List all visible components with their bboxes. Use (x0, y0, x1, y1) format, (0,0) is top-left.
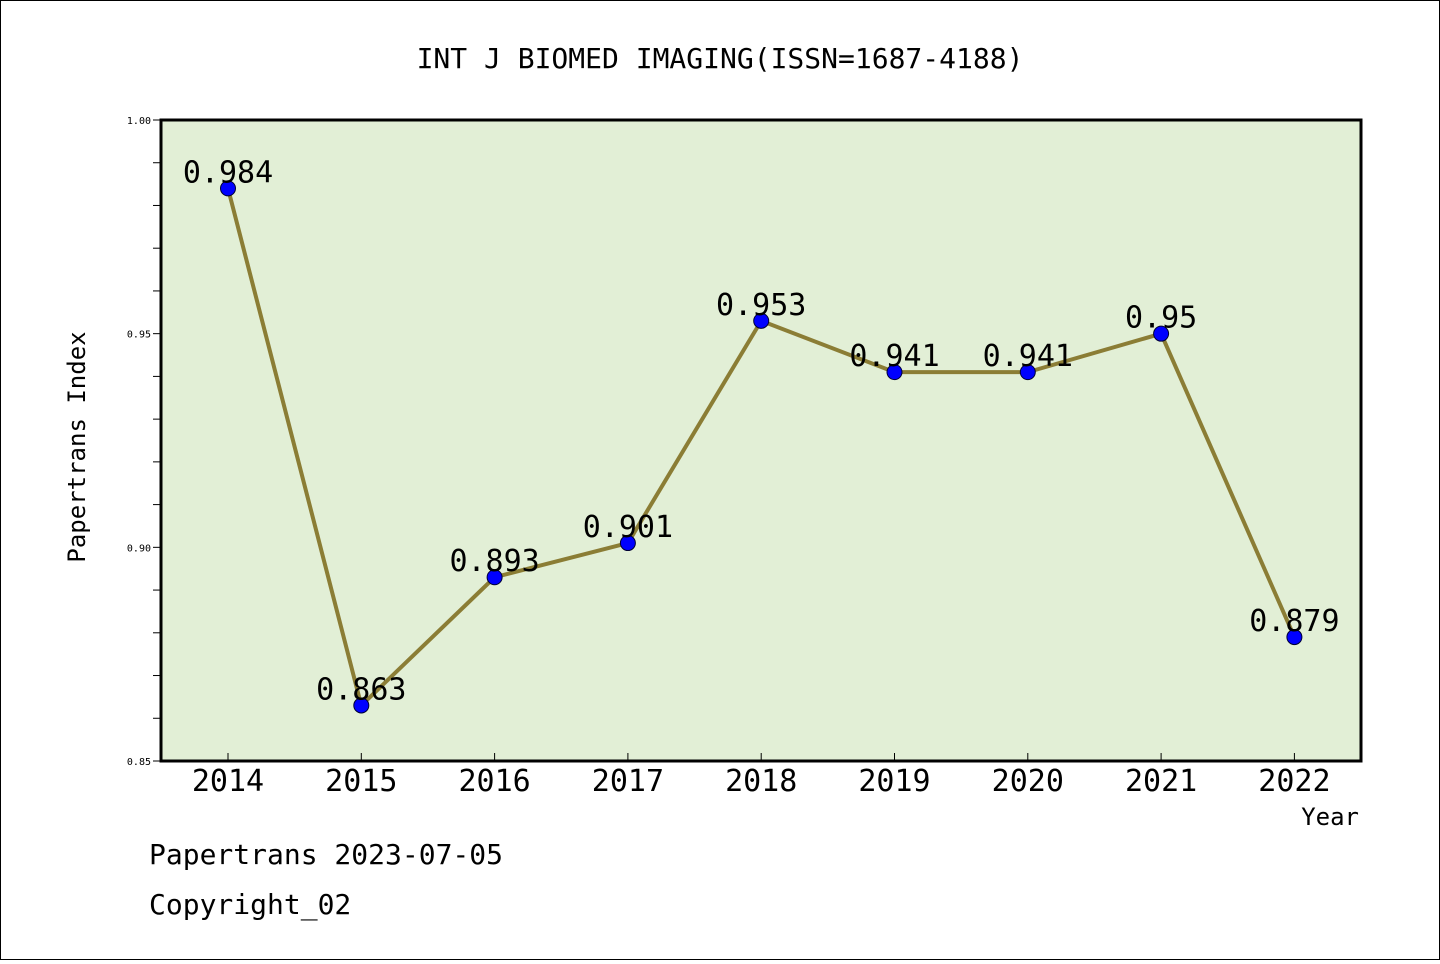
footer-date: Papertrans 2023-07-05 (149, 838, 503, 871)
data-label: 0.879 (1249, 604, 1339, 639)
y-tick-label: 0.85 (127, 757, 151, 768)
x-tick-label: 2022 (1258, 764, 1330, 799)
data-label: 0.953 (716, 288, 806, 323)
chart-title: INT J BIOMED IMAGING(ISSN=1687-4188) (417, 42, 1024, 75)
data-point (753, 312, 770, 329)
data-point (619, 535, 636, 552)
x-tick-label: 2015 (325, 764, 397, 799)
data-point (886, 364, 903, 381)
data-point (1019, 364, 1036, 381)
data-point (1153, 325, 1170, 342)
data-labels-group: 0.984 0.863 0.893 0.901 0.953 0.941 0.941 0.95 0… (183, 155, 1340, 707)
plot-border (159, 118, 1363, 763)
x-tick-label: 2021 (1125, 764, 1197, 799)
y-tick-label: 1.00 (127, 116, 151, 127)
x-tick-label: 2014 (192, 764, 264, 799)
y-axis-ticks: 0.85 0.90 0.95 1.00 (127, 116, 161, 768)
footer-copyright: Copyright_02 (149, 888, 351, 922)
data-label: 0.941 (849, 339, 939, 374)
series-group (220, 180, 1303, 714)
plot-area (161, 120, 1361, 761)
x-tick-label: 2020 (992, 764, 1064, 799)
x-tick-label: 2016 (458, 764, 530, 799)
y-axis-label: Papertrans Index (63, 331, 91, 562)
data-label: 0.941 (983, 339, 1073, 374)
data-label: 0.901 (583, 510, 673, 545)
y-tick-label: 0.95 (127, 330, 151, 341)
x-axis-label: Year (1301, 803, 1359, 831)
data-point (220, 180, 236, 197)
data-point (353, 697, 370, 714)
x-tick-label: 2017 (592, 764, 664, 799)
y-tick-label: 0.90 (127, 543, 151, 554)
x-tick-label: 2019 (858, 764, 930, 799)
data-point (1286, 629, 1303, 646)
data-label: 0.893 (449, 544, 539, 579)
data-point (486, 569, 503, 586)
x-axis-ticks: 2014 2015 2016 2017 2018 2019 2020 2021 2022 (192, 753, 1331, 799)
data-label: 0.863 (316, 672, 406, 707)
x-tick-label: 2018 (725, 764, 797, 799)
data-label: 0.984 (183, 155, 273, 190)
data-label: 0.95 (1125, 301, 1197, 336)
